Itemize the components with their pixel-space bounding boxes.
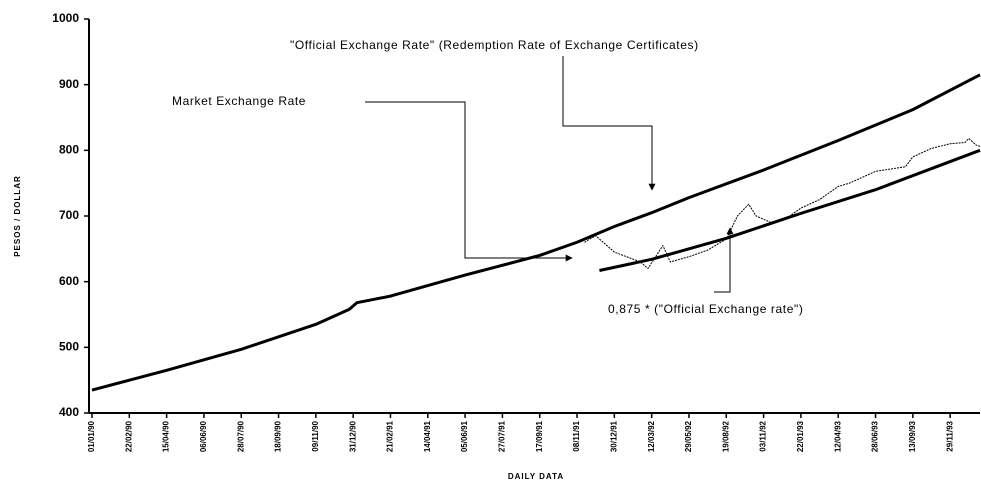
x-tick-label: 21/02/91: [386, 420, 395, 452]
x-tick-label: 29/11/93: [945, 420, 954, 451]
x-tick-label: 28/07/90: [236, 420, 245, 452]
y-tick-label: 1000: [52, 11, 79, 25]
x-axis-label: DAILY DATA: [508, 472, 564, 481]
x-tick-label: 31/12/90: [348, 420, 357, 452]
x-tick-label: 09/11/90: [311, 420, 320, 451]
x-tick-label: 15/04/90: [162, 420, 171, 452]
y-tick-label: 700: [59, 208, 79, 222]
series-line: [584, 138, 981, 270]
x-tick-label: 18/09/90: [274, 420, 283, 452]
y-tick-label: 500: [59, 340, 79, 354]
annotation: Market Exchange Rate: [172, 94, 306, 108]
x-tick-label: 30/12/91: [609, 420, 618, 452]
y-axis-label: PESOS / DOLLAR: [13, 175, 22, 257]
x-tick-label: 22/02/90: [124, 420, 133, 452]
y-tick-label: 600: [59, 274, 79, 288]
x-tick-label: 03/11/92: [759, 420, 768, 451]
y-tick-label: 800: [59, 143, 79, 157]
annotation: 0,875 * ("Official Exchange rate"): [608, 302, 803, 316]
x-tick-label: 14/04/91: [423, 420, 432, 452]
x-tick-label: 19/08/92: [721, 420, 730, 452]
annotation: "Official Exchange Rate" (Redemption Rat…: [290, 38, 699, 52]
x-tick-label: 06/06/90: [199, 420, 208, 452]
annotation-arrow: [365, 101, 573, 262]
y-tick-label: 900: [59, 77, 79, 91]
series-line: [91, 73, 981, 392]
x-tick-label: 17/09/91: [535, 420, 544, 452]
x-tick-label: 29/05/92: [684, 420, 693, 452]
annotation-arrow: [562, 56, 656, 191]
x-tick-label: 01/01/90: [87, 420, 96, 452]
x-tick-label: 05/06/91: [460, 420, 469, 452]
x-tick-label: 28/06/93: [871, 420, 880, 452]
y-tick-label: 400: [59, 405, 79, 419]
annotation-arrow: [714, 227, 734, 293]
x-tick-label: 13/09/93: [908, 420, 917, 452]
x-tick-label: 08/11/91: [572, 420, 581, 451]
x-tick-label: 22/01/93: [796, 420, 805, 452]
x-tick-label: 12/03/92: [647, 420, 656, 452]
series-line: [599, 148, 981, 272]
x-tick-label: 27/07/91: [498, 420, 507, 452]
x-tick-label: 12/04/93: [833, 420, 842, 452]
